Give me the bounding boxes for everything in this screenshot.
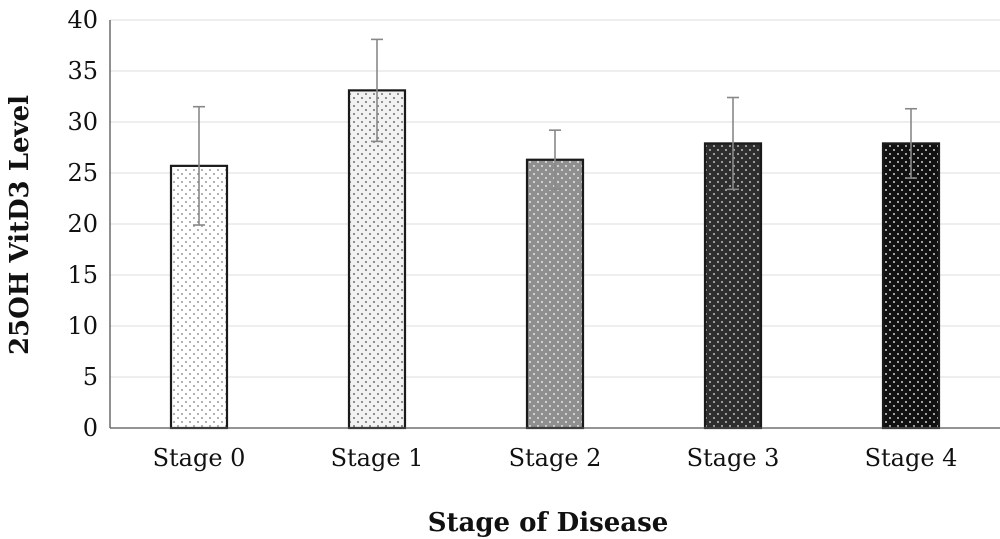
y-tick-labels: 0 5 10 15 20 25 30 35 40 — [67, 6, 98, 442]
y-tick-label: 15 — [67, 261, 98, 289]
y-tick-label: 30 — [67, 108, 98, 136]
x-tick-labels: Stage 0 Stage 1 Stage 2 Stage 3 Stage 4 — [153, 444, 958, 472]
error-bar — [549, 129, 561, 191]
x-tick-label: Stage 0 — [153, 444, 246, 472]
error-bar — [371, 38, 383, 143]
error-bars — [193, 38, 917, 226]
y-axis-title: 25OH VitD3 Level — [5, 95, 35, 355]
axes — [109, 20, 1000, 429]
error-bar — [905, 107, 917, 179]
x-tick-label: Stage 2 — [509, 444, 602, 472]
x-tick-label: Stage 1 — [331, 444, 424, 472]
x-tick-label: Stage 4 — [865, 444, 958, 472]
bar-stage-4 — [881, 142, 941, 430]
bar-stage-2 — [525, 158, 585, 430]
x-axis-title: Stage of Disease — [428, 508, 669, 538]
bars — [169, 89, 941, 430]
error-bar — [193, 105, 205, 226]
y-tick-label: 40 — [67, 6, 98, 34]
y-tick-label: 35 — [67, 57, 98, 85]
y-tick-label: 25 — [67, 159, 98, 187]
y-tick-label: 5 — [83, 363, 98, 391]
y-tick-label: 10 — [67, 312, 98, 340]
y-tick-label: 20 — [67, 210, 98, 238]
error-bar — [727, 96, 739, 191]
x-tick-label: Stage 3 — [687, 444, 780, 472]
y-tick-label: 0 — [83, 414, 98, 442]
